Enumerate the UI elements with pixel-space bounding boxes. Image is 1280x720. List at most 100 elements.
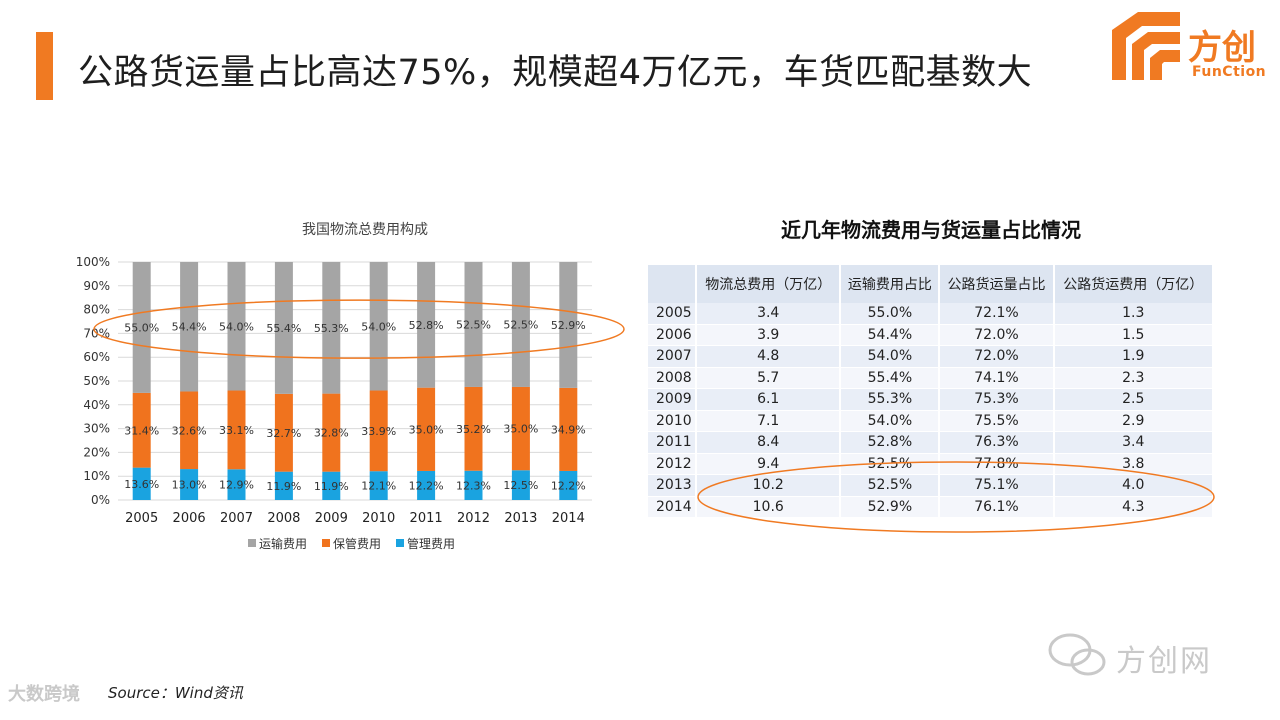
- bar-segment: [511, 386, 530, 471]
- y-tick-label: 100%: [76, 255, 110, 269]
- x-tick-label: 2014: [552, 511, 585, 526]
- bar-segment: [559, 262, 578, 388]
- table-cell: 75.3%: [939, 388, 1055, 411]
- bar-segment: [464, 470, 483, 500]
- legend-swatch: [322, 539, 330, 547]
- data-label: 11.9%: [314, 480, 349, 493]
- table-cell: 9.4: [696, 453, 842, 475]
- table-row: 2006 3.9 54.4% 72.0% 1.5: [648, 324, 1215, 346]
- bar-segment: [132, 262, 151, 393]
- data-label: 12.2%: [409, 479, 444, 492]
- table-cell: 4.0: [1053, 474, 1215, 497]
- table-cell: 76.3%: [939, 431, 1055, 454]
- bar-segment: [227, 390, 246, 470]
- table-row: 2005 3.4 55.0% 72.1% 1.3: [648, 303, 1215, 325]
- table-cell: 76.1%: [939, 496, 1055, 518]
- legend-label: 保管费用: [333, 536, 381, 551]
- table-cell: 4.8: [696, 345, 842, 368]
- table-row: 2010 7.1 54.0% 75.5% 2.9: [648, 410, 1215, 432]
- table-cell: 54.4%: [840, 324, 941, 346]
- table-title: 近几年物流费用与货运量占比情况: [781, 218, 1081, 242]
- data-label: 13.6%: [124, 478, 159, 491]
- table-row: 2009 6.1 55.3% 75.3% 2.5: [648, 388, 1215, 411]
- bar-segment: [180, 391, 199, 470]
- y-tick-label: 50%: [83, 374, 110, 388]
- x-tick-label: 2005: [125, 511, 158, 526]
- table-cell: 55.4%: [840, 367, 941, 389]
- table-row: 2012 9.4 52.5% 77.8% 3.8: [648, 453, 1215, 475]
- data-label: 34.9%: [551, 423, 586, 436]
- table-header-cell: [648, 265, 698, 303]
- highlight-ellipse: [93, 299, 625, 359]
- table-cell: 54.0%: [840, 345, 941, 368]
- data-label: 12.5%: [503, 479, 538, 492]
- source-note: Source：Wind资讯: [108, 684, 243, 702]
- y-tick-label: 60%: [83, 350, 110, 364]
- table-cell: 3.8: [1053, 453, 1215, 475]
- data-label: 54.0%: [219, 320, 254, 333]
- bar-segment: [227, 469, 246, 500]
- table-year-cell: 2011: [648, 431, 698, 454]
- table-cell: 1.9: [1053, 345, 1215, 368]
- logo-subtext: FunCtion: [1192, 64, 1267, 80]
- table-cell: 7.1: [696, 410, 842, 432]
- table-year-cell: 2012: [648, 453, 698, 475]
- table-row: 2008 5.7 55.4% 74.1% 2.3: [648, 367, 1215, 389]
- y-tick-label: 10%: [83, 469, 110, 483]
- bar-segment: [417, 470, 436, 500]
- table-header-cell: 运输费用占比: [840, 265, 941, 303]
- y-tick-label: 20%: [83, 445, 110, 459]
- freight-table: 物流总费用（万亿） 运输费用占比 公路货运量占比 公路货运费用（万亿） 2005 3.4…: [648, 265, 1215, 518]
- legend-label: 管理费用: [407, 536, 455, 551]
- legend-swatch: [248, 539, 256, 547]
- y-tick-label: 90%: [83, 279, 110, 293]
- table-header-row: 物流总费用（万亿） 运输费用占比 公路货运量占比 公路货运费用（万亿）: [648, 265, 1215, 303]
- bar-segment: [322, 471, 341, 500]
- logo-text: 方创: [1188, 28, 1256, 68]
- x-tick-label: 2007: [220, 511, 253, 526]
- table-row: 2011 8.4 52.8% 76.3% 3.4: [648, 431, 1215, 454]
- table-cell: 52.5%: [840, 474, 941, 497]
- table-cell: 3.4: [696, 303, 842, 325]
- watermark-right: 方创网: [1046, 630, 1246, 680]
- table-cell: 55.3%: [840, 388, 941, 411]
- table-cell: 74.1%: [939, 367, 1055, 389]
- table-cell: 6.1: [696, 388, 842, 411]
- table-header-cell: 公路货运量占比: [939, 265, 1055, 303]
- table-year-cell: 2010: [648, 410, 698, 432]
- table-cell: 2.5: [1053, 388, 1215, 411]
- bar-segment: [464, 386, 483, 471]
- table-cell: 4.3: [1053, 496, 1215, 518]
- table-cell: 72.1%: [939, 303, 1055, 325]
- bar-segment: [322, 262, 341, 394]
- data-label: 54.4%: [172, 321, 207, 334]
- y-tick-label: 40%: [83, 398, 110, 412]
- y-tick-label: 0%: [91, 493, 110, 507]
- bar-segment: [132, 467, 151, 500]
- table-row: 2007 4.8 54.0% 72.0% 1.9: [648, 345, 1215, 368]
- data-label: 55.3%: [314, 322, 349, 335]
- table-year-cell: 2013: [648, 474, 698, 497]
- x-tick-label: 2006: [173, 511, 206, 526]
- data-label: 52.8%: [409, 319, 444, 332]
- table-cell: 8.4: [696, 431, 842, 454]
- table-year-cell: 2008: [648, 367, 698, 389]
- data-label: 33.1%: [219, 424, 254, 437]
- bar-segment: [322, 393, 341, 472]
- table-cell: 72.0%: [939, 324, 1055, 346]
- y-tick-label: 80%: [83, 303, 110, 317]
- data-label: 33.9%: [361, 425, 396, 438]
- table-cell: 72.0%: [939, 345, 1055, 368]
- data-label: 12.2%: [551, 479, 586, 492]
- table-row: 2014 10.6 52.9% 76.1% 4.3: [648, 496, 1215, 518]
- data-label: 35.2%: [456, 423, 491, 436]
- table-row: 2013 10.2 52.5% 75.1% 4.0: [648, 474, 1215, 497]
- table-header-cell: 物流总费用（万亿）: [696, 265, 842, 303]
- legend-label: 运输费用: [259, 536, 307, 551]
- table-cell: 54.0%: [840, 410, 941, 432]
- x-tick-label: 2013: [504, 511, 537, 526]
- bar-segment: [274, 262, 293, 394]
- table-cell: 75.1%: [939, 474, 1055, 497]
- table-cell: 52.5%: [840, 453, 941, 475]
- data-label: 52.5%: [456, 318, 491, 331]
